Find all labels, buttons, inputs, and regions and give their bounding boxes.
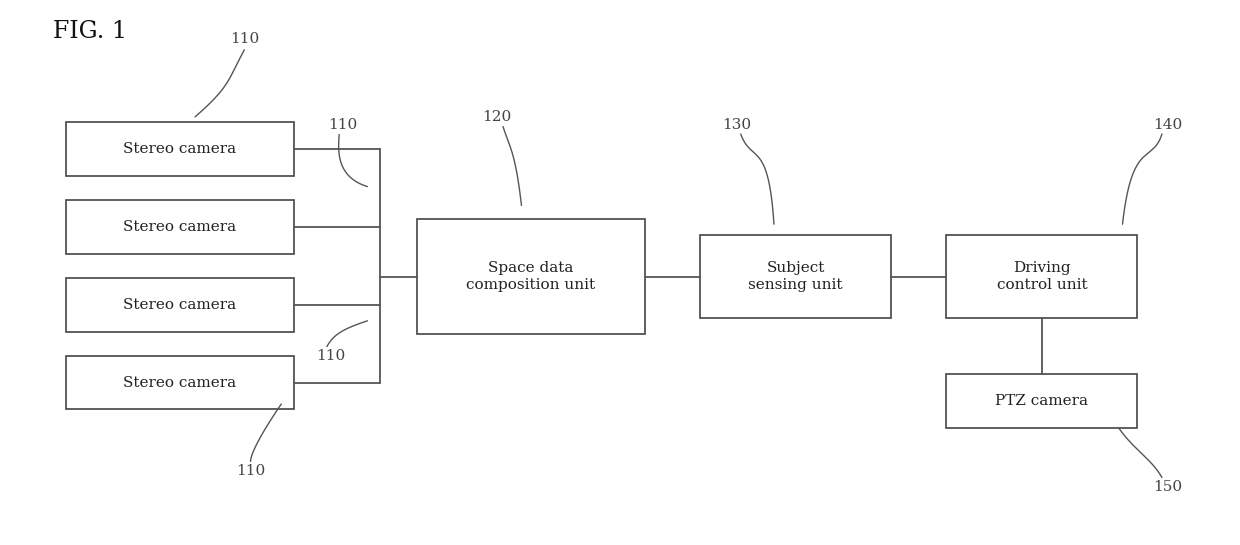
FancyBboxPatch shape xyxy=(66,122,294,176)
FancyBboxPatch shape xyxy=(701,235,892,318)
Text: 110: 110 xyxy=(229,32,259,46)
Text: Stereo camera: Stereo camera xyxy=(123,298,237,312)
Text: FIG. 1: FIG. 1 xyxy=(53,20,128,43)
Text: 110: 110 xyxy=(329,118,357,132)
Text: Stereo camera: Stereo camera xyxy=(123,376,237,390)
FancyBboxPatch shape xyxy=(946,235,1137,318)
Text: 110: 110 xyxy=(316,349,345,362)
Text: Subject
sensing unit: Subject sensing unit xyxy=(748,262,843,292)
FancyBboxPatch shape xyxy=(946,374,1137,428)
Text: Stereo camera: Stereo camera xyxy=(123,220,237,234)
Text: Space data
composition unit: Space data composition unit xyxy=(466,262,595,292)
Text: PTZ camera: PTZ camera xyxy=(996,394,1089,408)
FancyBboxPatch shape xyxy=(66,200,294,254)
Text: 120: 120 xyxy=(482,110,511,124)
Text: 150: 150 xyxy=(1153,480,1183,494)
Text: 140: 140 xyxy=(1153,118,1183,132)
Text: 110: 110 xyxy=(236,464,265,478)
Text: 130: 130 xyxy=(723,118,751,132)
Text: Stereo camera: Stereo camera xyxy=(123,142,237,156)
FancyBboxPatch shape xyxy=(66,356,294,409)
FancyBboxPatch shape xyxy=(417,219,645,334)
Text: Driving
control unit: Driving control unit xyxy=(997,262,1087,292)
FancyBboxPatch shape xyxy=(66,278,294,331)
